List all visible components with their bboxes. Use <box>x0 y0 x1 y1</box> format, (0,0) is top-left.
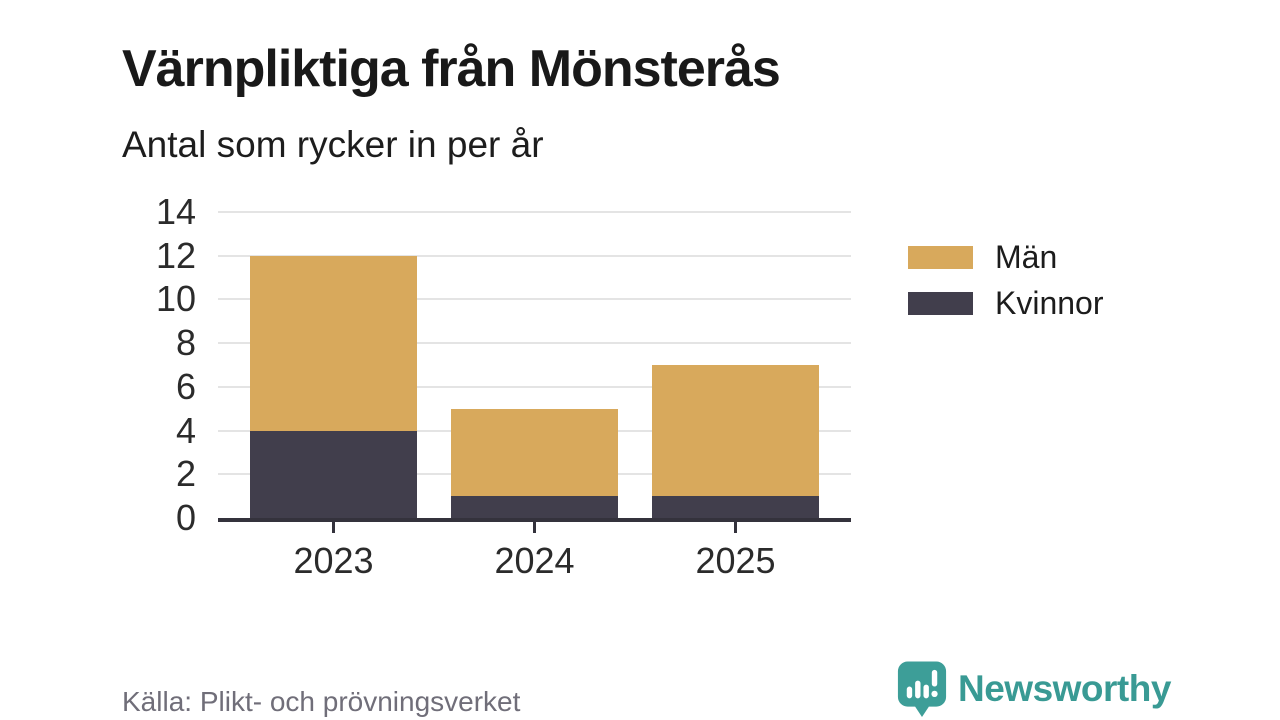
legend-item-män: Män <box>908 239 1104 276</box>
x-tick-2024 <box>533 522 536 533</box>
gridline-y-6 <box>218 385 851 388</box>
y-tick-label-2: 2 <box>175 453 196 495</box>
chart-title: Värnpliktiga från Mönsterås <box>122 39 781 98</box>
gridline-y-14 <box>218 211 851 213</box>
x-tick-label-2024: 2024 <box>494 540 575 581</box>
legend: Män Kvinnor <box>908 239 1104 331</box>
gridline-y-10 <box>218 298 851 301</box>
legend-label-män: Män <box>995 239 1058 275</box>
legend-item-kvinnor: Kvinnor <box>908 285 1104 322</box>
x-tick-label-2023: 2023 <box>293 540 374 581</box>
y-tick-label-8: 8 <box>175 322 196 364</box>
chart-subtitle: Antal som rycker in per år <box>122 124 544 165</box>
bar-segment-män-2025 <box>652 365 819 497</box>
brand-logo: Newsworthy <box>896 660 1171 717</box>
y-tick-label-14: 14 <box>155 191 196 232</box>
y-tick-label-10: 10 <box>155 278 196 320</box>
x-axis-line <box>218 518 851 522</box>
x-tick-2025 <box>734 522 737 533</box>
y-tick-label-12: 12 <box>155 234 196 276</box>
y-tick-label-4: 4 <box>175 409 196 451</box>
bar-segment-kvinnor-2025 <box>652 496 819 518</box>
plot-area: 0 2 4 6 8 10 12 14 2023 2024 2025 <box>156 194 851 581</box>
legend-swatch-män <box>908 246 973 269</box>
bar-segment-kvinnor-2023 <box>250 430 417 518</box>
source-note: Källa: Plikt- och prövningsverket <box>122 686 521 717</box>
bar-segment-kvinnor-2024 <box>451 496 618 518</box>
brand-name: Newsworthy <box>958 667 1171 709</box>
newsworthy-logo-icon <box>896 660 948 717</box>
x-tick-label-2025: 2025 <box>695 540 776 581</box>
x-tick-2023 <box>332 522 335 533</box>
y-tick-label-6: 6 <box>175 365 196 407</box>
legend-swatch-kvinnor <box>908 292 973 315</box>
bar-segment-män-2023 <box>250 255 417 431</box>
bar-segment-män-2024 <box>451 408 618 497</box>
legend-label-kvinnor: Kvinnor <box>995 285 1104 321</box>
gridline-y-8 <box>218 342 851 345</box>
gridline-y-12 <box>218 254 851 257</box>
y-tick-label-0: 0 <box>175 497 196 538</box>
